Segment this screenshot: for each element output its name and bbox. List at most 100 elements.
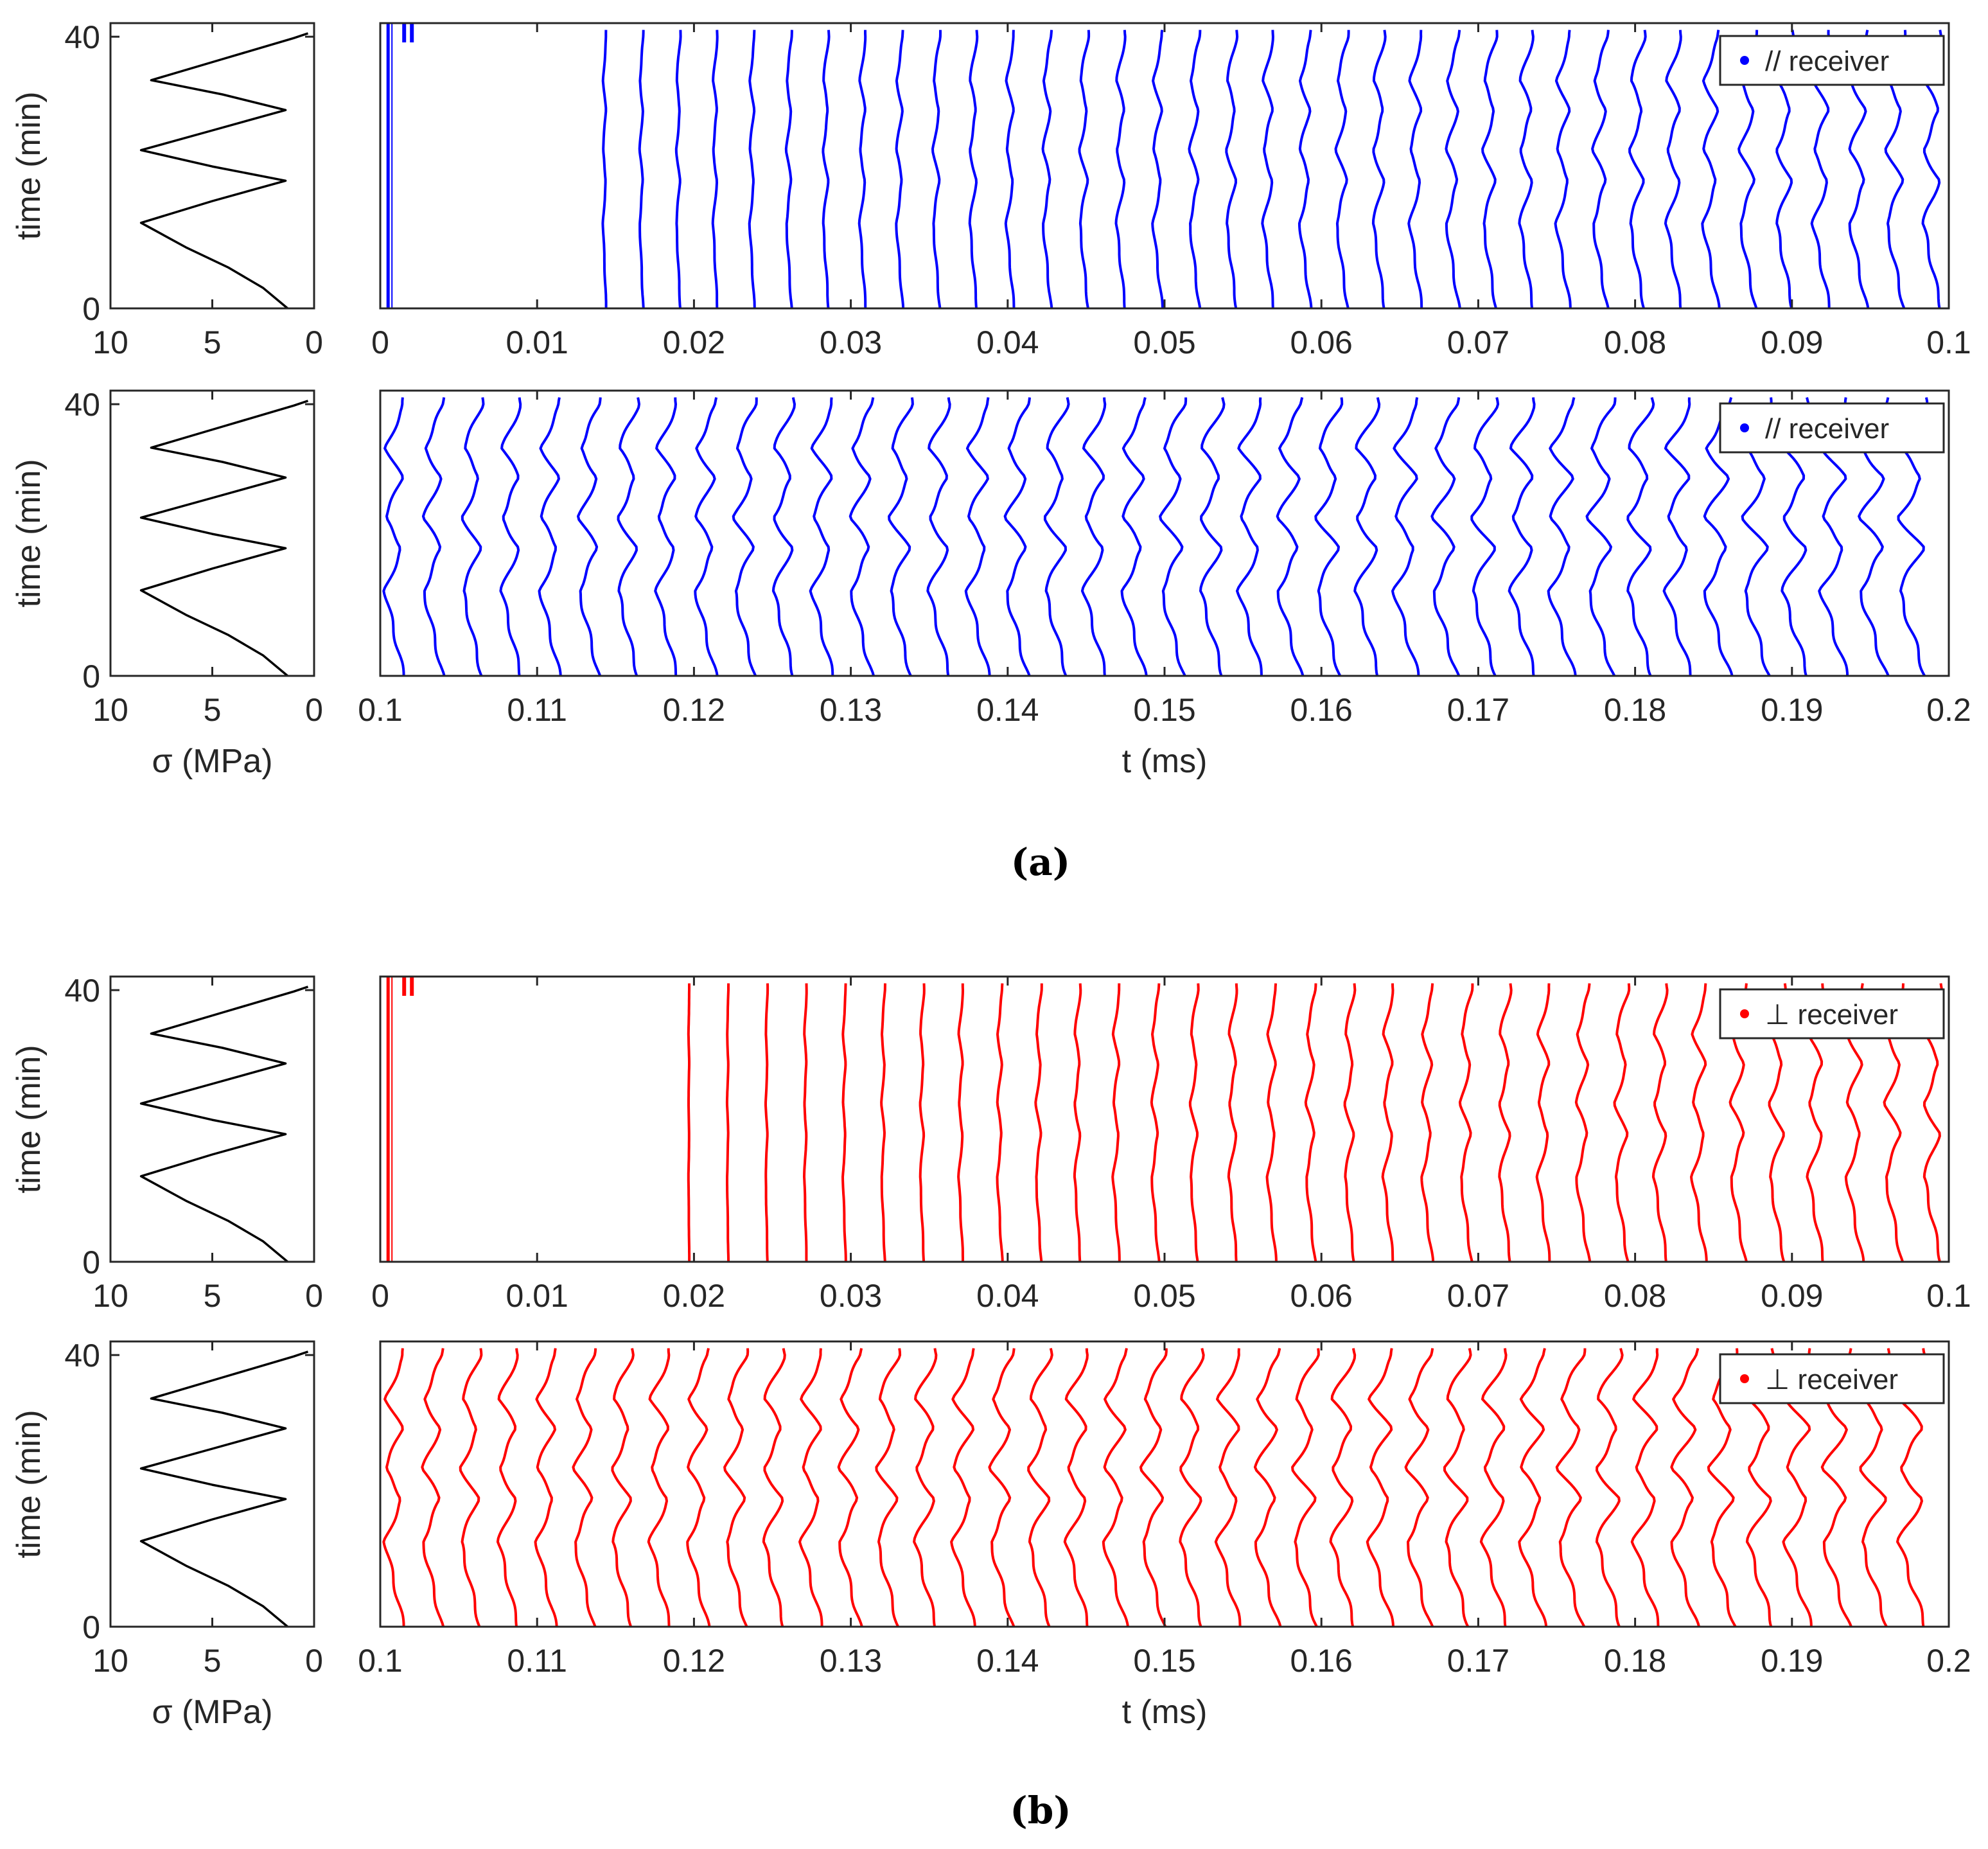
legend-marker [1740,56,1749,65]
wavefront-trace [996,983,1004,1262]
wavefront-trace [1518,1348,1548,1627]
legend-label: // receiver [1765,413,1889,445]
wavefront-trace [461,397,485,676]
wavefront-trace [496,1348,519,1627]
stress-line [139,32,309,308]
data-area [139,1350,309,1627]
wavefront-trace [421,397,446,676]
wavefront-trace [1225,30,1239,308]
x-tick-label: 0.19 [1761,1643,1823,1679]
x-tick-label: 0.03 [820,324,882,360]
wavefront-trace [1236,397,1263,676]
y-tick-label: 40 [64,1338,100,1374]
x-tick-label: 0.18 [1604,1643,1666,1679]
y-axis-label: time (min) [10,1045,48,1193]
chart-stress_b2: 10 5 0 0 40 time (min) σ (MPa) [10,1338,323,1731]
wavefront-trace [1188,30,1202,308]
chart-stress_b1: 10 5 0 0 40 time (min) [10,973,323,1314]
wavefront-trace [1518,30,1535,308]
wavefront-trace [762,1348,786,1627]
wavefront-trace [1199,397,1226,676]
axes-box [379,389,1950,677]
y-tick-label: 0 [82,1244,100,1280]
wavefront-trace [611,1348,635,1627]
wavefront-trace [1043,397,1070,676]
wavefront-trace [919,983,926,1262]
wavefront-trace [784,30,793,308]
wavefront-trace [803,983,808,1262]
legend: ⊥ receiver [1719,1353,1945,1404]
wavefront-trace [1651,983,1669,1262]
legend-label: // receiver [1765,46,1889,77]
axes-box [379,1340,1950,1628]
x-tick-label: 0.02 [663,1278,725,1314]
x-tick-label: 10 [92,692,128,728]
wavefront-trace [1179,1348,1205,1627]
x-tick-label: 0.17 [1447,692,1509,728]
x-tick-label: 0.08 [1604,324,1666,360]
wavefront-trace [1151,30,1164,308]
x-tick-label: 0 [305,692,323,728]
x-axis-label: t (ms) [1122,743,1208,780]
legend-label: ⊥ receiver [1765,1364,1898,1395]
wavefront-trace [748,30,756,308]
x-tick-label: 0.19 [1761,692,1823,728]
x-tick-label: 0.16 [1290,1643,1353,1679]
wavefront-trace [1613,983,1631,1262]
wavefront-trace [1547,397,1577,676]
caption-a: (a) [1011,840,1070,884]
x-tick-label: 5 [204,324,222,360]
wavefront-trace [1159,397,1188,676]
wavefront-trace [1371,30,1387,308]
chart-traces_b2: 0.1 0.11 0.12 0.13 0.14 0.15 0.16 0.17 0.18 0.19 0… [358,1340,1971,1731]
x-tick-label: 0.15 [1133,1643,1195,1679]
wavefront-trace [1630,1348,1660,1627]
chart-traces_a1: 0 0.01 0.02 0.03 0.04 0.05 0.06 0.07 0.08 0.09 0.1… [371,22,1971,360]
x-tick-label: 0.1 [1926,1278,1971,1314]
wavefront-trace [732,397,758,676]
wavefront-trace [1227,983,1238,1262]
axes-box [379,22,1950,310]
y-axis-label: time (min) [10,91,48,240]
wavefront-trace [1027,1348,1053,1627]
wavefront-trace [1670,1348,1701,1627]
wavefront-trace [1381,983,1394,1262]
x-axis-label: t (ms) [1122,1694,1208,1731]
wavefront-trace [1291,1348,1320,1627]
data-area [382,397,1929,676]
wavefront-trace [1391,397,1420,676]
wavefront-trace [1535,983,1551,1262]
wavefront-trace [1366,1348,1394,1627]
x-axis-label: σ (MPa) [152,1694,272,1731]
wavefront-trace [1407,30,1423,308]
wavefront-trace [964,397,991,676]
x-tick-label: 10 [92,1643,128,1679]
wavefront-trace [1508,397,1536,676]
wavefront-trace [771,397,796,676]
x-tick-label: 0.11 [507,1643,567,1679]
x-tick-label: 0 [371,324,389,360]
wavefront-trace [711,30,719,308]
wavefront-trace [1343,983,1357,1262]
x-tick-label: 0.18 [1604,692,1666,728]
wavefront-trace [725,983,730,1262]
wavefront-trace [1443,1348,1472,1627]
x-tick-label: 0.04 [976,324,1039,360]
x-tick-label: 5 [204,692,222,728]
chart-stress_a1: 10 5 0 0 40 time (min) [10,19,323,360]
wavefront-trace [957,983,964,1262]
wavefront-trace [1150,983,1161,1262]
wavefront-trace [1265,983,1278,1262]
x-tick-label: 0.08 [1604,1278,1666,1314]
x-tick-label: 0.15 [1133,692,1195,728]
wavefront-trace [1334,30,1350,308]
legend: ⊥ receiver [1719,988,1945,1040]
wavefront-trace [1626,397,1655,676]
wavefront-trace [1063,1348,1089,1627]
wavefront-trace [837,1348,863,1627]
legend-marker [1740,423,1749,432]
y-tick-label: 0 [82,659,100,694]
y-tick-label: 0 [82,291,100,327]
x-tick-label: 0.01 [506,1278,568,1314]
wavefront-trace [1188,983,1200,1262]
